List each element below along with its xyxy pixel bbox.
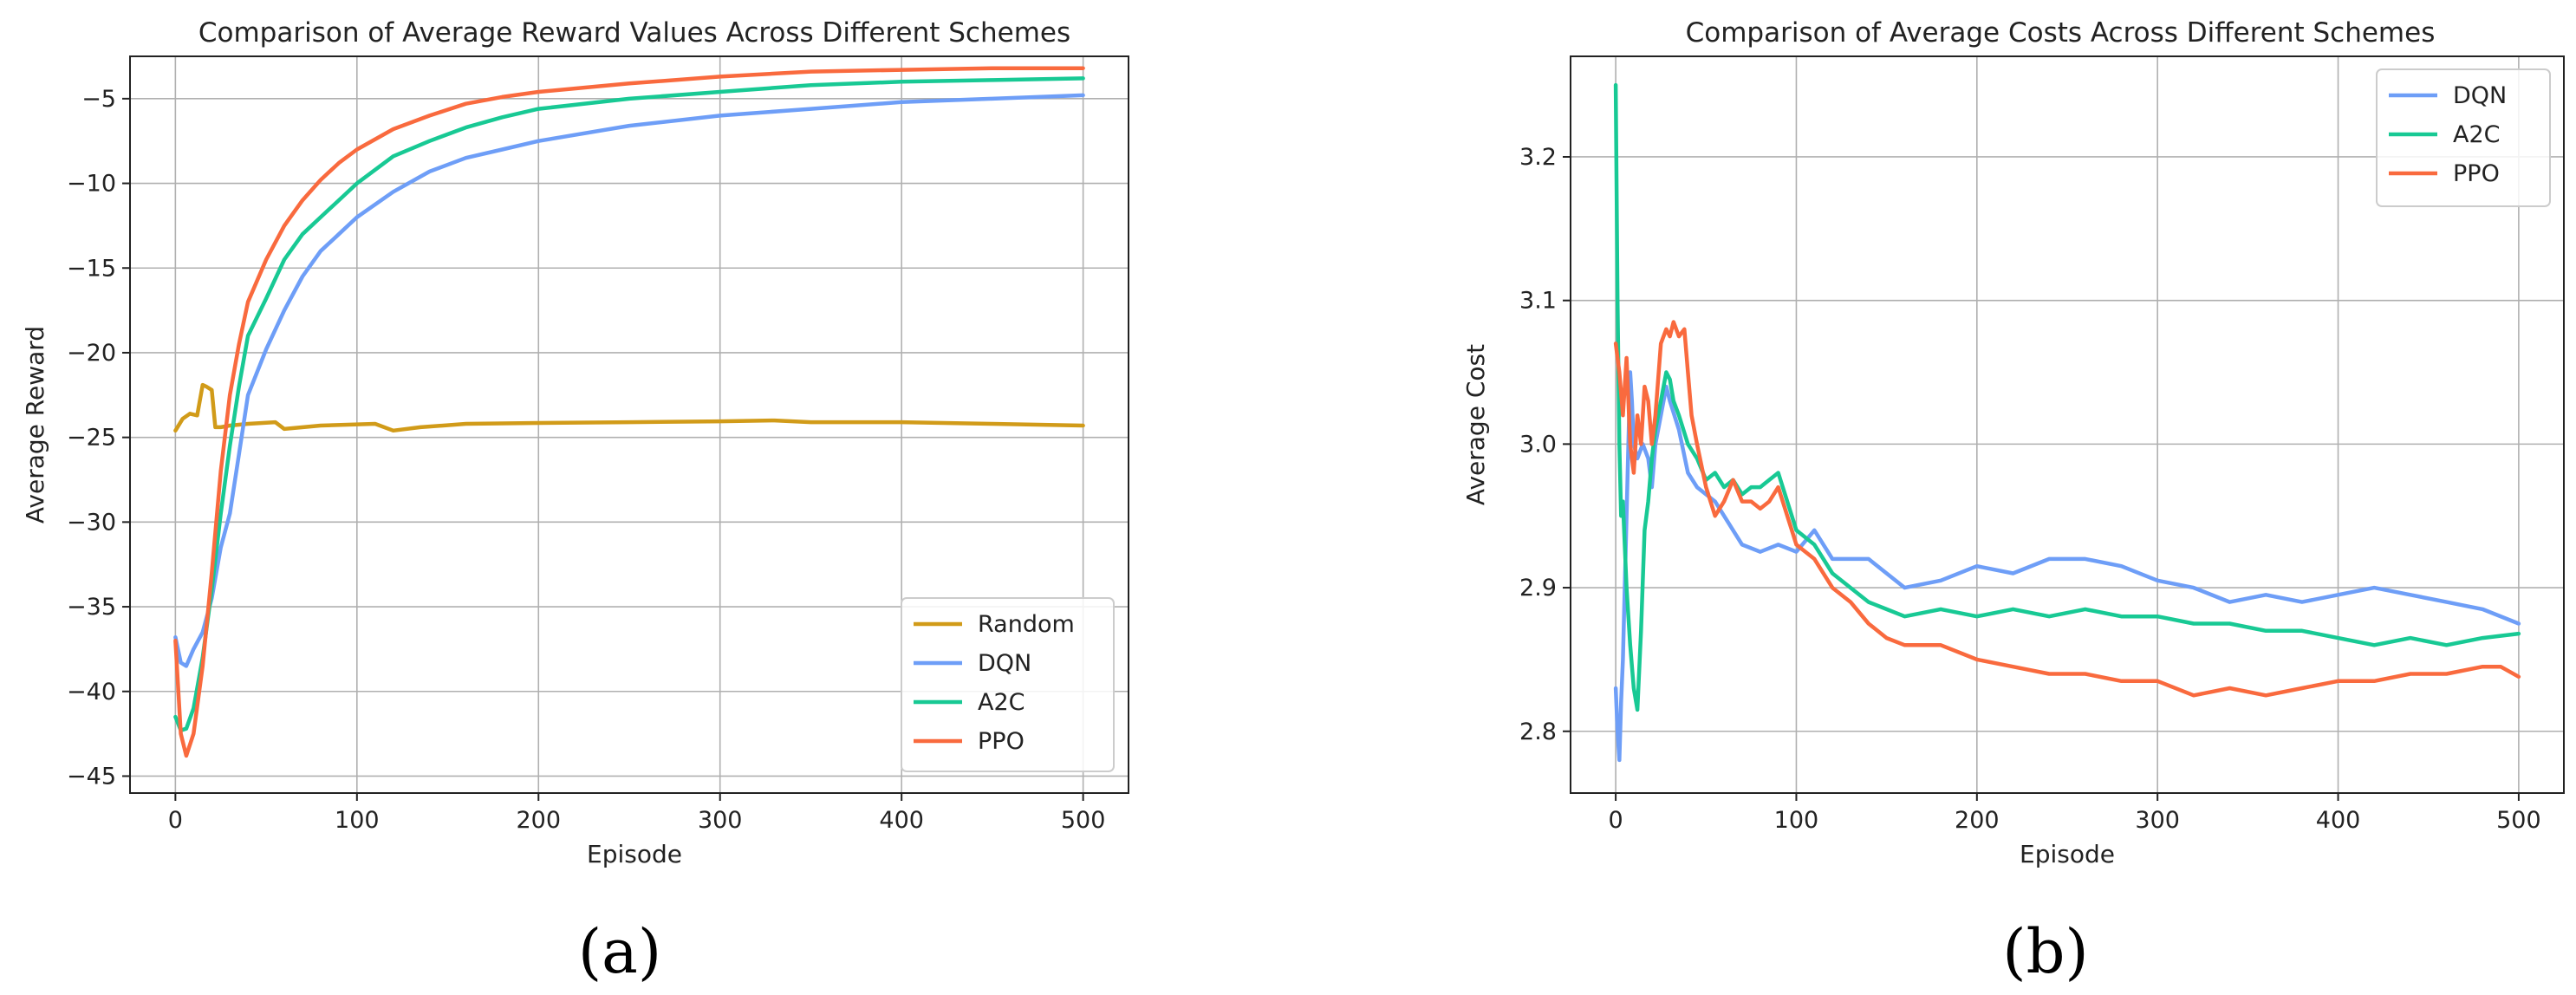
y-axis-label: Average Reward: [21, 326, 49, 524]
plot-frame: [129, 55, 1129, 794]
x-tick-label: 0: [168, 807, 183, 834]
series-line-a2c: [1613, 82, 2521, 712]
legend-label-ppo: PPO: [978, 728, 1025, 755]
y-tick-label: 3.1: [1519, 288, 1557, 315]
chart-title: Comparison of Average Reward Values Acro…: [198, 17, 1070, 49]
reward-chart: Comparison of Average Reward Values Acro…: [21, 17, 1129, 987]
legend: Random DQN A2C PPO: [901, 597, 1115, 772]
panel-label: (b): [2002, 916, 2088, 987]
x-tick-label: 100: [1774, 807, 1819, 834]
legend-label-ppo: PPO: [2453, 160, 2500, 187]
legend-label-dqn: DQN: [978, 650, 1031, 677]
cost-chart: Comparison of Average Costs Across Diffe…: [1461, 17, 2565, 987]
legend: DQN A2C PPO: [2376, 68, 2551, 207]
series-line-dqn: [1613, 370, 2521, 763]
x-axis-label: Episode: [2020, 840, 2115, 868]
legend-label-dqn: DQN: [2453, 82, 2507, 109]
y-tick-label: 3.2: [1519, 144, 1557, 171]
grid: [1571, 56, 2564, 793]
series-line-ppo: [173, 66, 1085, 758]
y-tick-label: −35: [67, 594, 116, 621]
panel-label: (a): [578, 916, 661, 987]
y-tick-label: −20: [67, 340, 116, 367]
y-tick-label: −10: [67, 171, 116, 198]
y-tick-label: −30: [67, 509, 116, 536]
y-tick-label: 2.8: [1519, 719, 1557, 745]
x-tick-label: 200: [1955, 807, 2000, 834]
x-tick-label: 500: [1061, 807, 1106, 834]
y-tick-label: −5: [81, 86, 116, 113]
x-tick-label: 0: [1608, 807, 1623, 834]
x-tick-label: 500: [2496, 807, 2541, 834]
y-axis-label: Average Cost: [1461, 344, 1490, 505]
series-lines: [173, 66, 1085, 758]
y-tick-label: −25: [67, 425, 116, 452]
y-tick-label: 3.0: [1519, 431, 1557, 458]
series-line-dqn: [173, 93, 1085, 668]
axis-ticks: 0 100 200 300 400 500 −45 −40 −35 −30 −25 −20 −15 −10…: [67, 86, 1105, 834]
x-tick-label: 300: [698, 807, 743, 834]
series-lines: [1613, 82, 2521, 763]
chart-title: Comparison of Average Costs Across Diffe…: [1686, 17, 2436, 49]
x-tick-label: 400: [2316, 807, 2361, 834]
x-tick-label: 400: [879, 807, 924, 834]
y-tick-label: 2.9: [1519, 575, 1557, 602]
plot-frame: [1570, 55, 2565, 794]
x-axis-label: Episode: [587, 840, 682, 868]
legend-label-random: Random: [978, 611, 1075, 638]
axis-ticks: 0 100 200 300 400 500 2.8 2.9 3.0 3.1 3.2: [1519, 144, 2541, 834]
legend-label-a2c: A2C: [2453, 121, 2501, 148]
x-tick-label: 300: [2135, 807, 2180, 834]
y-tick-label: −45: [67, 763, 116, 790]
series-line-ppo: [1613, 320, 2521, 698]
x-tick-label: 200: [516, 807, 561, 834]
series-line-random: [173, 382, 1085, 433]
y-tick-label: −15: [67, 255, 116, 282]
legend-box: [901, 597, 1115, 772]
y-tick-label: −40: [67, 679, 116, 706]
x-tick-label: 100: [335, 807, 380, 834]
legend-label-a2c: A2C: [978, 689, 1025, 716]
